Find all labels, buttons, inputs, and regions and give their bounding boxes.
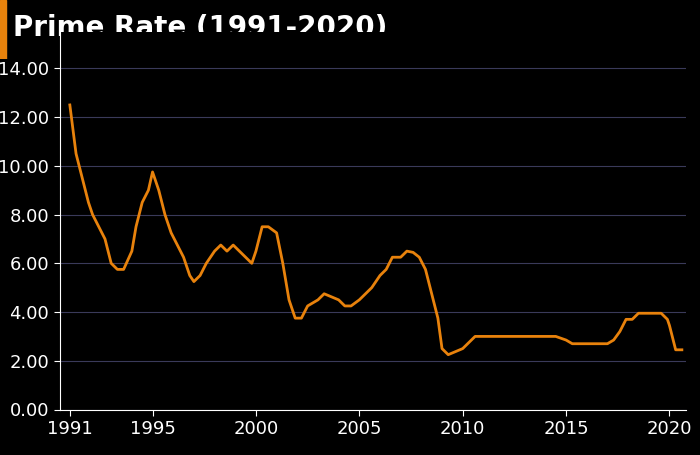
Text: Prime Rate (1991-2020): Prime Rate (1991-2020) — [13, 15, 387, 42]
Bar — [0, 0, 6, 59]
